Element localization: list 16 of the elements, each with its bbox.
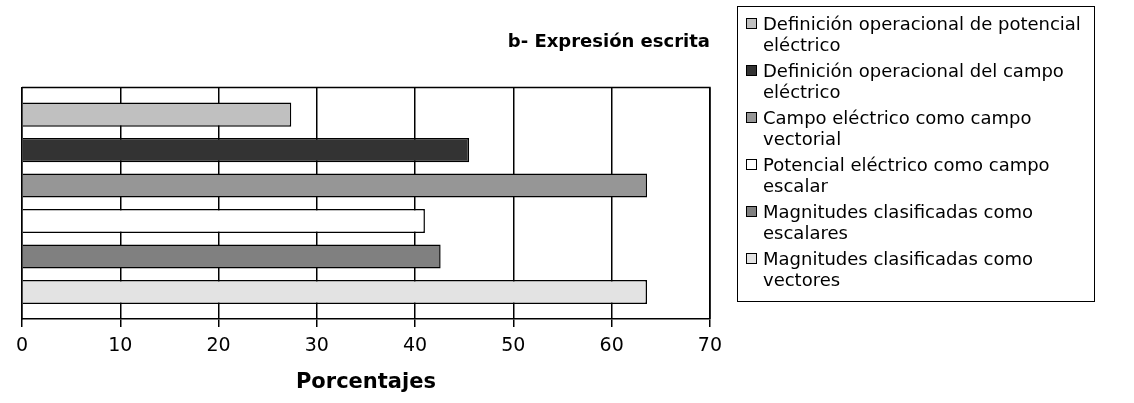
x-tick-label: 10	[108, 333, 133, 356]
legend-label: Magnitudes clasificadas como vectores	[763, 248, 1035, 290]
legend-label: Magnitudes clasificadas como escalares	[763, 201, 1035, 243]
x-tick-label: 50	[501, 333, 526, 356]
x-tick-label: 20	[206, 333, 231, 356]
x-axis-title: Porcentajes	[295, 368, 436, 393]
legend-label: Campo eléctrico como campo vectorial	[763, 107, 1033, 149]
x-tick-label: 30	[304, 333, 329, 356]
x-tick-label: 70	[697, 333, 723, 356]
chart-title: b- Expresión escrita	[507, 30, 710, 52]
legend-label: Definición operacional del campo eléctrico	[763, 60, 1065, 102]
legend-label: Definición operacional de potencial eléctrico	[763, 13, 1082, 55]
x-tick-label: 60	[599, 333, 624, 356]
x-tick-label: 40	[403, 333, 428, 356]
x-tick-label: 0	[15, 333, 29, 356]
text: Potencial eléctrico como campo escalar	[763, 154, 1051, 196]
